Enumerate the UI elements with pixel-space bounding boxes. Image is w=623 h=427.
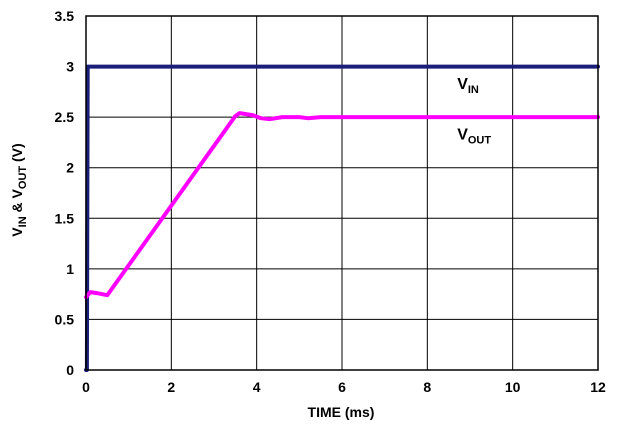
- x-tick-label: 4: [253, 379, 261, 395]
- y-tick-label: 1.5: [55, 210, 75, 226]
- series-label-v-out: VOUT: [457, 126, 491, 146]
- y-tick-label: 3: [66, 59, 74, 75]
- y-tick-label: 2: [66, 160, 74, 176]
- y-tick-label: 3.5: [55, 8, 75, 24]
- y-tick-label: 0.5: [55, 311, 75, 327]
- plot-frame: [85, 15, 599, 371]
- y-tick-labels: 0 0.5 1 1.5 2 2.5 3 3.5: [55, 8, 75, 378]
- x-tick-label: 12: [590, 379, 606, 395]
- y-axis-title: VIN & VOUT (V): [9, 143, 29, 236]
- y-tick-label: 2.5: [55, 109, 75, 125]
- x-tick-label: 8: [423, 379, 431, 395]
- x-axis-title: TIME (ms): [308, 404, 375, 420]
- x-tick-labels: 0 2 4 6 8 10 12: [82, 379, 606, 395]
- series-annotations: VIN VOUT: [457, 76, 491, 147]
- x-tick-label: 0: [82, 379, 90, 395]
- y-tick-label: 1: [66, 261, 74, 277]
- plot-border: [85, 15, 599, 371]
- series-label-v-in: VIN: [457, 76, 479, 96]
- series-line-v-out: [84, 111, 600, 300]
- x-tick-label: 2: [167, 379, 175, 395]
- y-tick-label: 0: [66, 362, 74, 378]
- x-tick-label: 10: [505, 379, 521, 395]
- x-tick-label: 6: [338, 379, 346, 395]
